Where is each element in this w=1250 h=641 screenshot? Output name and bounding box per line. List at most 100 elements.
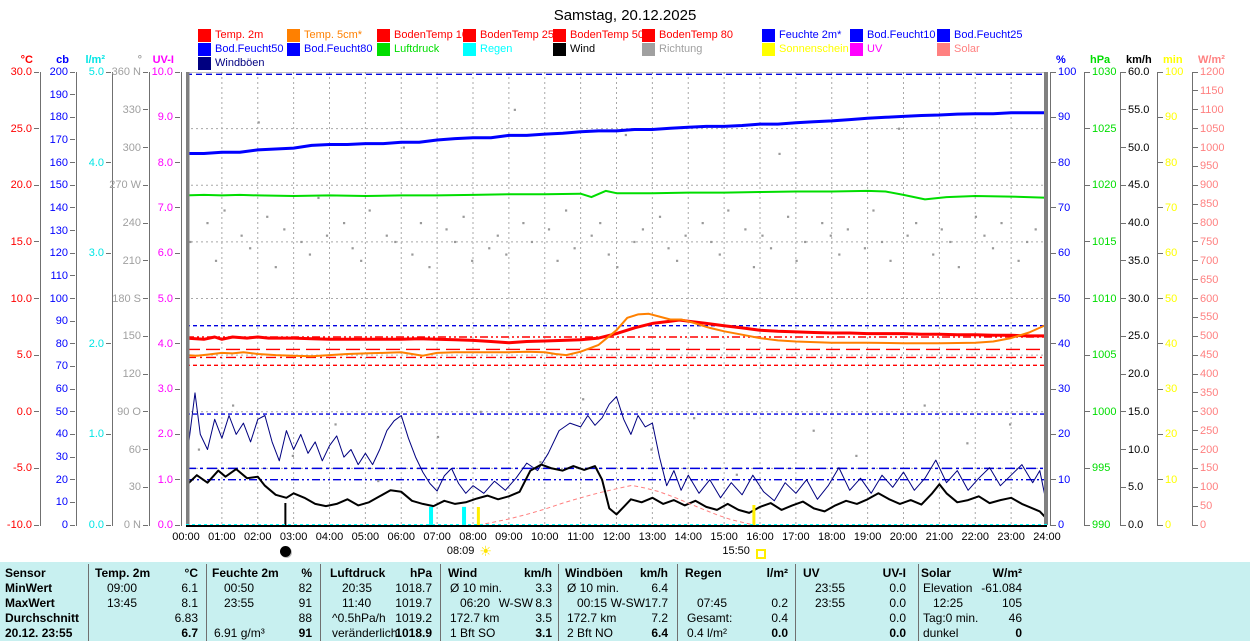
table-separator — [677, 564, 678, 641]
axis-tick — [1193, 279, 1198, 281]
axis-tick-label: 1020 — [1092, 179, 1117, 192]
axis-tick-label: 60 — [128, 443, 141, 456]
direction-dot — [1034, 228, 1037, 231]
legend-swatch-sonnenschein — [762, 42, 775, 56]
legend-label: Temp. 2m — [215, 29, 264, 41]
axis-tick-label: 270 W — [109, 179, 141, 192]
axis-tick-label: 130 — [49, 224, 68, 237]
table-cell-text: 172.7 km — [450, 611, 500, 625]
table-header-feuchte-2m: Feuchte 2m — [212, 566, 279, 580]
table-cell-value: 8.3 — [535, 596, 552, 610]
axis-tick — [106, 252, 111, 254]
direction-dot — [360, 259, 363, 262]
table-header-wind: Wind — [448, 566, 478, 580]
axis-tick-label: 1000 — [1092, 405, 1117, 418]
axis-tick-label: 30 — [1165, 383, 1178, 396]
axis-tick — [1193, 392, 1198, 394]
axis-tick-label: 20.0 — [10, 179, 32, 192]
axis-tick-label: 10.0 — [10, 292, 32, 305]
axis-tick-label: 1.0 — [157, 473, 173, 486]
axis-tick-label: 5.0 — [88, 66, 104, 78]
axis-tick-label: 90 O — [117, 405, 141, 418]
legend-item-sonnenschein: Sonnenschein — [762, 42, 849, 56]
table-header-unit: °C — [184, 566, 198, 580]
table-cell-value: 0.2 — [771, 596, 788, 610]
axis-tick — [1158, 388, 1163, 390]
axis-tick-label: 40.0 — [1128, 217, 1150, 229]
direction-dot — [283, 228, 286, 231]
axis-tick-label: 100 — [1200, 481, 1219, 494]
axis-tick — [175, 433, 180, 435]
direction-dot — [556, 259, 559, 262]
axis-tick — [70, 456, 75, 458]
direction-dot — [906, 234, 909, 237]
axis-tick — [70, 162, 75, 164]
direction-dot — [701, 222, 704, 225]
direction-dot — [300, 240, 303, 244]
axis-tick — [175, 207, 180, 209]
direction-dot — [846, 228, 849, 231]
direction-dot — [377, 479, 380, 483]
table-cell-value: 91 — [298, 596, 312, 610]
table-row-label: MinWert — [5, 581, 53, 595]
table-cell-text: 23:55 — [815, 596, 846, 610]
table-cell-value: 0 — [1015, 626, 1022, 640]
axis-tick-label: 800 — [1200, 217, 1219, 229]
direction-dot — [513, 108, 516, 111]
table-cell-value: 0.0 — [889, 581, 906, 595]
direction-dot — [325, 234, 329, 237]
axis-tick — [34, 298, 39, 299]
axis-unit-cb: cb — [56, 54, 69, 66]
x-tick-label: 18:00 — [817, 531, 846, 543]
table-header-uv: UV — [803, 566, 820, 580]
axis-tick — [70, 320, 75, 322]
axis-tick-label: 120 — [49, 247, 68, 260]
axis-tick — [1193, 298, 1198, 299]
direction-dot — [582, 398, 585, 401]
axis-tick — [1121, 335, 1126, 337]
axis-tick-label: 50 — [55, 405, 68, 418]
direction-dot — [308, 253, 312, 256]
axis-tick-label: 60 — [1165, 247, 1178, 260]
axis-tick-label: 10 — [1058, 473, 1071, 486]
x-tick-label: 14:00 — [674, 531, 703, 543]
direction-dot — [940, 228, 943, 231]
axis-tick — [175, 116, 180, 118]
table-separator — [88, 564, 89, 641]
axis-tick — [1051, 433, 1056, 435]
axis-tick-label: 90 — [55, 315, 68, 328]
table-header-solar: Solar — [921, 566, 952, 580]
axis-tick — [1051, 252, 1056, 254]
axis-tick — [34, 71, 39, 73]
x-tick-label: 09:00 — [495, 531, 523, 543]
axis-tick — [175, 343, 180, 345]
direction-dot — [522, 222, 525, 225]
legend-label: Bod.Feucht80 — [304, 43, 373, 55]
axis-tick-label: 995 — [1092, 462, 1111, 475]
direction-dot — [949, 240, 952, 244]
table-cell-text: Ø 10 min. — [567, 581, 620, 595]
axis-tick — [1158, 343, 1163, 345]
legend-item-luftdruck: Luftdruck — [377, 42, 439, 56]
table-cell-value: 6.4 — [651, 626, 668, 640]
table-cell-value: 6.83 — [174, 611, 198, 625]
axis-tick-label: 10.0 — [151, 66, 173, 78]
x-tick-label: 16:00 — [746, 531, 774, 543]
axis-tick-label: 90 — [1058, 111, 1071, 124]
legend-item-bodentemp-10: BodenTemp 10 — [377, 28, 468, 42]
axis-tick — [1121, 222, 1126, 224]
direction-dot — [249, 247, 252, 250]
legend-label: Windböen — [215, 57, 265, 69]
axis-tick-label: 160 — [49, 156, 68, 169]
direction-dot — [1008, 423, 1012, 426]
axis-tick-label: 20 — [1058, 428, 1071, 441]
axis-tick — [106, 433, 111, 435]
axis-tick — [70, 94, 75, 96]
axis-tick-label: -5.0 — [13, 462, 32, 475]
axis-tick-label: 60.0 — [1128, 66, 1150, 78]
axis-tick — [143, 449, 148, 450]
legend-item-bodentemp-80: BodenTemp 80 — [642, 28, 733, 42]
x-tick-label: 10:00 — [530, 531, 559, 543]
axis-tick-label: 950 — [1200, 160, 1219, 173]
table-header-unit: UV-I — [882, 566, 906, 580]
